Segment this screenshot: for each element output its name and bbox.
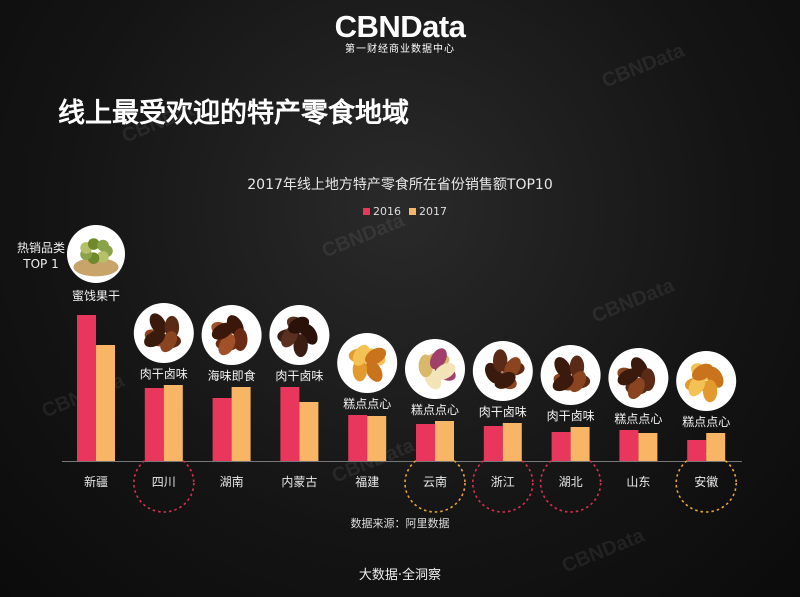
top-item-label: 海味即食 (208, 368, 256, 383)
flower-cake-icon (405, 339, 465, 399)
dried-fruit-icon (67, 225, 125, 283)
bar-2016-内蒙古 (280, 387, 300, 461)
bar-2017-山东 (638, 433, 658, 461)
brand-subtitle: 第一财经商业数据中心 (345, 44, 455, 55)
chart-title: 2017年线上地方特产零食所在省份销售额TOP10 (247, 177, 553, 193)
x-tick-label: 福建 (355, 474, 379, 489)
x-tick-label: 安徽 (694, 474, 718, 489)
bar-2016-福建 (348, 415, 368, 461)
seafood-snack-icon (201, 305, 262, 365)
x-tick-label: 四川 (152, 475, 176, 489)
braised-meat-icon (133, 303, 194, 363)
x-tick-label: 新疆 (84, 474, 108, 489)
pastry-icon (676, 351, 737, 411)
legend-label-2016: 2016 (373, 205, 401, 218)
bar-2017-四川 (163, 385, 183, 461)
top-item-label: 糕点点心 (411, 403, 459, 417)
legend-item-2017: 2017 (409, 205, 447, 218)
top-item-label: 肉干卤味 (275, 369, 323, 383)
beef-jerky-icon (269, 305, 330, 365)
legend-swatch-2017 (409, 208, 416, 215)
bar-2016-浙江 (483, 426, 503, 461)
bar-2016-山东 (619, 430, 639, 461)
bar-2017-湖北 (570, 427, 590, 461)
braised-meat-icon (540, 345, 601, 405)
bar-2017-云南 (435, 421, 454, 461)
x-tick-label: 内蒙古 (281, 474, 317, 489)
top-item-label: 肉干卤味 (140, 367, 188, 381)
bar-2016-新疆 (77, 315, 96, 461)
top-item-label: 糕点点心 (343, 397, 391, 411)
top-item-label: 蜜饯果干 (72, 288, 120, 303)
top-item-label: 肉干卤味 (547, 409, 595, 423)
bar-2017-福建 (367, 416, 387, 461)
top-item-label: 肉干卤味 (479, 405, 527, 419)
braised-meat-icon (608, 348, 669, 408)
legend-label-2017: 2017 (419, 205, 447, 218)
brand-header: CBNData 第一财经商业数据中心 (0, 8, 800, 56)
footer-slogan: 大数据·全洞察 (358, 568, 442, 583)
pastry-icon (337, 333, 398, 393)
data-source: 数据来源：阿里数据 (350, 517, 450, 530)
x-tick-label: 浙江 (491, 475, 515, 489)
brand-logo: CBNData (334, 9, 466, 44)
bar-2017-安徽 (706, 433, 726, 461)
braised-meat-icon (472, 341, 533, 401)
x-tick-label: 湖南 (220, 474, 244, 489)
bar-2017-湖南 (231, 387, 251, 461)
bar-2016-安徽 (687, 440, 707, 461)
top-category-label: 热销品类 TOP 1 (16, 241, 65, 271)
x-tick-label: 山东 (626, 475, 650, 489)
bar-2017-内蒙古 (299, 402, 319, 461)
x-tick-label: 湖北 (559, 474, 583, 489)
x-tick-label: 云南 (423, 474, 447, 489)
bar-2017-新疆 (96, 345, 115, 461)
bar-2016-湖北 (551, 432, 571, 461)
top-item-label: 糕点点心 (614, 412, 662, 426)
chart-legend: 2016 2017 (363, 205, 447, 218)
bar-2016-四川 (144, 388, 164, 461)
legend-swatch-2016 (363, 208, 370, 215)
bar-2016-湖南 (212, 398, 232, 461)
page-title: 线上最受欢迎的特产零食地域 (58, 98, 409, 129)
bar-2016-云南 (416, 424, 435, 461)
legend-item-2016: 2016 (363, 205, 401, 218)
top-item-label: 糕点点心 (682, 415, 730, 429)
bar-2017-浙江 (502, 423, 522, 461)
